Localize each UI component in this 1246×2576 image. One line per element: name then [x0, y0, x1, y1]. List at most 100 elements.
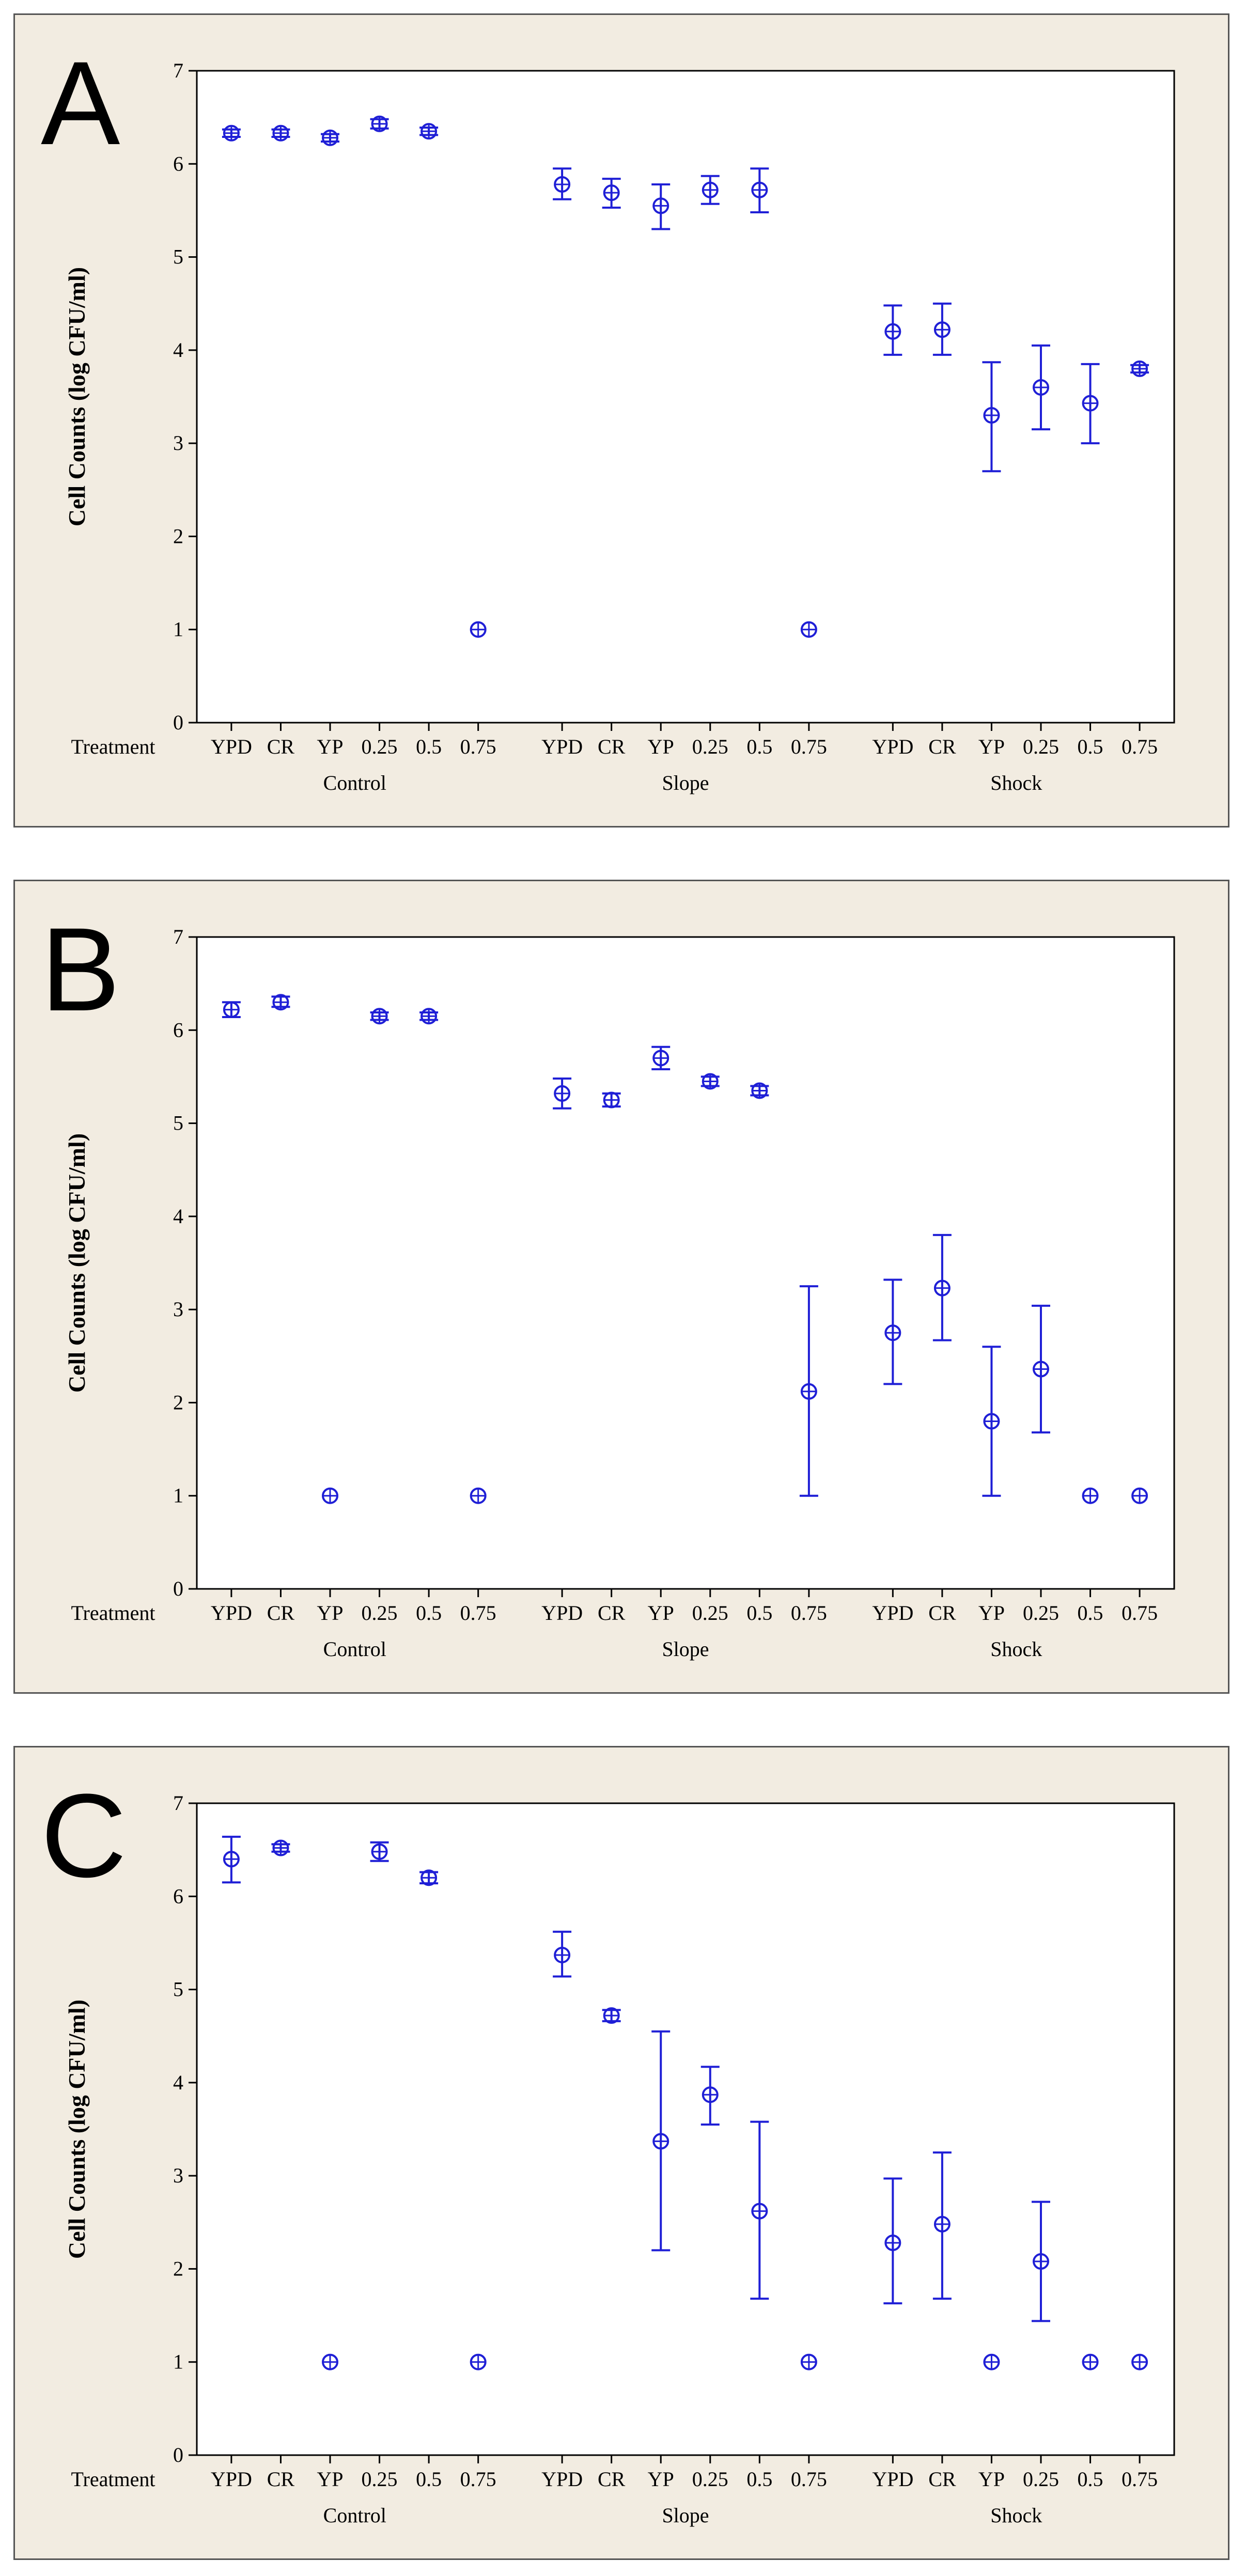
x-tick-label: 0.25	[1023, 735, 1059, 758]
x-tick-label: YP	[648, 735, 674, 758]
chart-b: B 0 1 2 3 4 5 6 7 Cell Counts (log CFU/ml) Treatm…	[41, 903, 1175, 1661]
x-tick-label: 0.25	[362, 1601, 398, 1625]
x-tick-label: CR	[267, 2468, 295, 2491]
x-tick-label: 0.75	[1122, 1601, 1158, 1625]
x-tick-label: 0.25	[362, 735, 398, 758]
x-axis-label: Treatment	[71, 1601, 155, 1625]
plot-area	[196, 70, 1175, 724]
panel-a: A 0 1 2 3 4 5 6 7 Cell Counts (log CFU/ml) Treatm…	[13, 13, 1229, 828]
x-tick-label: CR	[267, 1601, 295, 1625]
x-tick-label: YPD	[872, 2468, 913, 2491]
y-tick-label: 4	[173, 2071, 183, 2094]
panel-label: C	[41, 1769, 127, 1902]
y-tick-label: 6	[173, 152, 183, 175]
x-tick-label: 0.75	[460, 1601, 496, 1625]
y-tick-label: 2	[173, 1391, 183, 1414]
x-tick-label: YPD	[211, 735, 252, 758]
x-tick-label: YPD	[872, 1601, 913, 1625]
x-tick-label: 0.25	[1023, 1601, 1059, 1625]
group-label: Slope	[662, 771, 709, 794]
group-label: Slope	[662, 1637, 709, 1661]
y-axis-label: Cell Counts (log CFU/ml)	[64, 1133, 90, 1393]
x-tick-label: 0.5	[416, 2468, 442, 2491]
x-tick-label: 0.5	[746, 1601, 772, 1625]
y-tick-label: 3	[173, 431, 183, 455]
y-tick-label: 0	[173, 2443, 183, 2466]
x-tick-label: YPD	[872, 735, 913, 758]
y-tick-label: 6	[173, 1884, 183, 1908]
x-tick-label: 0.75	[791, 1601, 827, 1625]
x-tick-label: 0.75	[460, 2468, 496, 2491]
group-label: Control	[323, 1637, 386, 1661]
x-tick-label: YP	[317, 2468, 343, 2491]
group-label: Shock	[990, 1637, 1042, 1661]
x-axis-label: Treatment	[71, 2468, 155, 2491]
y-tick-label: 4	[173, 1205, 183, 1228]
y-tick-label: 2	[173, 524, 183, 548]
y-axis-label: Cell Counts (log CFU/ml)	[64, 2000, 90, 2259]
x-tick-label: CR	[928, 2468, 956, 2491]
x-tick-label: YPD	[541, 2468, 583, 2491]
panel-b: B 0 1 2 3 4 5 6 7 Cell Counts (log CFU/ml) Treatm…	[13, 880, 1229, 1694]
x-tick-label: 0.5	[416, 735, 442, 758]
x-tick-label: YP	[978, 1601, 1005, 1625]
x-tick-label: 0.25	[692, 1601, 728, 1625]
y-tick-label: 7	[173, 925, 183, 948]
x-tick-label: CR	[928, 735, 956, 758]
x-tick-label: YPD	[211, 2468, 252, 2491]
x-tick-label: CR	[598, 735, 626, 758]
y-tick-label: 3	[173, 1298, 183, 1321]
x-tick-label: YP	[317, 735, 343, 758]
x-tick-label: 0.75	[460, 735, 496, 758]
y-tick-label: 6	[173, 1018, 183, 1041]
x-tick-label: 0.25	[362, 2468, 398, 2491]
x-tick-label: 0.75	[1122, 2468, 1158, 2491]
x-tick-label: CR	[928, 1601, 956, 1625]
y-tick-label: 5	[173, 1112, 183, 1135]
x-tick-label: CR	[598, 1601, 626, 1625]
x-tick-label: 0.25	[692, 735, 728, 758]
x-tick-label: YPD	[541, 1601, 583, 1625]
y-tick-label: 5	[173, 245, 183, 269]
y-tick-label: 5	[173, 1978, 183, 2001]
y-tick-label: 4	[173, 338, 183, 362]
panel-c: C 0 1 2 3 4 5 6 7 Cell Counts (log CFU/ml) Treatm…	[13, 1746, 1229, 2560]
x-tick-label: YPD	[541, 735, 583, 758]
x-tick-label: YP	[978, 735, 1005, 758]
group-label: Slope	[662, 2504, 709, 2527]
y-tick-label: 0	[173, 1577, 183, 1600]
group-label: Control	[323, 2504, 386, 2527]
y-tick-label: 1	[173, 618, 183, 641]
plot-area	[196, 936, 1175, 1590]
y-tick-label: 7	[173, 1791, 183, 1815]
y-tick-label: 2	[173, 2257, 183, 2280]
group-label: Shock	[990, 2504, 1042, 2527]
x-tick-label: 0.5	[1078, 735, 1103, 758]
x-tick-label: 0.25	[1023, 2468, 1059, 2491]
chart-a: A 0 1 2 3 4 5 6 7 Cell Counts (log CFU/ml) Treatm…	[41, 37, 1175, 794]
x-tick-label: 0.5	[746, 2468, 772, 2491]
chart-c: C 0 1 2 3 4 5 6 7 Cell Counts (log CFU/ml) Treatm…	[41, 1769, 1175, 2527]
x-tick-label: 0.5	[1078, 1601, 1103, 1625]
group-label: Control	[323, 771, 386, 794]
panel-label: B	[41, 903, 120, 1036]
y-tick-label: 1	[173, 2350, 183, 2374]
group-label: Shock	[990, 771, 1042, 794]
x-tick-label: CR	[267, 735, 295, 758]
y-tick-label: 3	[173, 2164, 183, 2187]
y-axis-label: Cell Counts (log CFU/ml)	[64, 267, 90, 526]
y-tick-label: 7	[173, 59, 183, 82]
y-tick-label: 1	[173, 1484, 183, 1507]
x-tick-label: YP	[317, 1601, 343, 1625]
x-tick-label: YPD	[211, 1601, 252, 1625]
y-tick-label: 0	[173, 711, 183, 734]
x-tick-label: 0.5	[416, 1601, 442, 1625]
x-tick-label: CR	[598, 2468, 626, 2491]
x-tick-label: 0.75	[791, 2468, 827, 2491]
x-axis-label: Treatment	[71, 735, 155, 758]
x-tick-label: 0.75	[791, 735, 827, 758]
x-tick-label: YP	[978, 2468, 1005, 2491]
plot-area	[196, 1802, 1175, 2456]
x-tick-label: 0.25	[692, 2468, 728, 2491]
panel-label: A	[41, 37, 120, 169]
